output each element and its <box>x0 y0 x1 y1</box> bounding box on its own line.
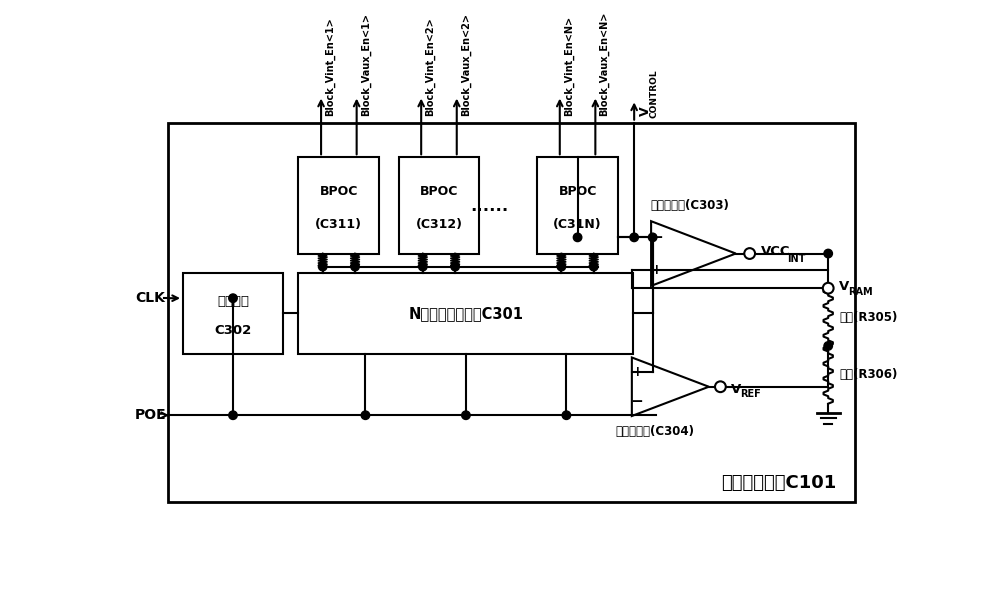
Circle shape <box>462 411 470 420</box>
Text: BPOC: BPOC <box>320 185 358 198</box>
Text: 电阻(R306): 电阻(R306) <box>840 368 898 381</box>
Text: Block_Vint_En<N>: Block_Vint_En<N> <box>564 17 574 117</box>
Text: BPOC: BPOC <box>558 185 597 198</box>
Text: 分频电路: 分频电路 <box>217 295 249 308</box>
Circle shape <box>351 262 359 271</box>
Text: C302: C302 <box>214 324 252 337</box>
Text: CONTROL: CONTROL <box>650 69 659 118</box>
Text: +: + <box>631 365 643 379</box>
Text: Block_Vaux_En<2>: Block_Vaux_En<2> <box>461 14 471 117</box>
Text: Block_Vaux_En<1>: Block_Vaux_En<1> <box>361 14 371 117</box>
Circle shape <box>562 411 571 420</box>
Circle shape <box>648 233 657 242</box>
Text: (C312): (C312) <box>415 218 462 231</box>
Text: 运算放大器(C304): 运算放大器(C304) <box>615 425 694 438</box>
Text: Block_Vaux_En<N>: Block_Vaux_En<N> <box>599 12 609 117</box>
Text: V: V <box>839 280 849 293</box>
Text: VCC: VCC <box>760 246 790 259</box>
Circle shape <box>361 411 370 420</box>
Circle shape <box>318 262 327 271</box>
Text: (C31N): (C31N) <box>553 218 602 231</box>
Circle shape <box>229 294 237 303</box>
Text: V: V <box>639 107 652 117</box>
Bar <box>399 157 479 253</box>
Circle shape <box>451 262 459 271</box>
Text: CLK: CLK <box>135 291 165 305</box>
Text: V: V <box>731 384 741 396</box>
Text: Block_Vint_En<1>: Block_Vint_En<1> <box>325 18 335 117</box>
Text: (C311): (C311) <box>315 218 362 231</box>
Circle shape <box>824 249 832 258</box>
Text: 迟滞比较器(C303): 迟滞比较器(C303) <box>650 199 729 212</box>
Text: N位移位寄存器链C301: N位移位寄存器链C301 <box>408 305 523 321</box>
Bar <box>537 157 618 253</box>
Bar <box>168 123 855 502</box>
Circle shape <box>229 411 237 420</box>
Circle shape <box>630 233 638 242</box>
Text: +: + <box>651 263 662 276</box>
Circle shape <box>715 381 726 392</box>
Text: POE: POE <box>135 408 167 422</box>
Text: REF: REF <box>740 390 761 400</box>
Bar <box>298 273 633 353</box>
Circle shape <box>824 342 832 350</box>
Bar <box>298 157 379 253</box>
Text: Block_Vint_En<2>: Block_Vint_En<2> <box>425 18 435 117</box>
Text: ......: ...... <box>470 197 509 215</box>
Text: 电阻(R305): 电阻(R305) <box>840 311 898 324</box>
Text: RAM: RAM <box>848 287 873 297</box>
Circle shape <box>557 262 566 271</box>
Circle shape <box>744 248 755 259</box>
Circle shape <box>590 262 598 271</box>
Circle shape <box>573 233 582 242</box>
Text: BPOC: BPOC <box>420 185 458 198</box>
Text: INT: INT <box>787 254 806 264</box>
Text: 供电控制电路C101: 供电控制电路C101 <box>721 474 836 492</box>
Text: −: − <box>631 394 644 409</box>
Bar <box>183 273 283 353</box>
Circle shape <box>823 283 834 294</box>
Circle shape <box>419 262 427 271</box>
Text: −: − <box>650 230 663 245</box>
